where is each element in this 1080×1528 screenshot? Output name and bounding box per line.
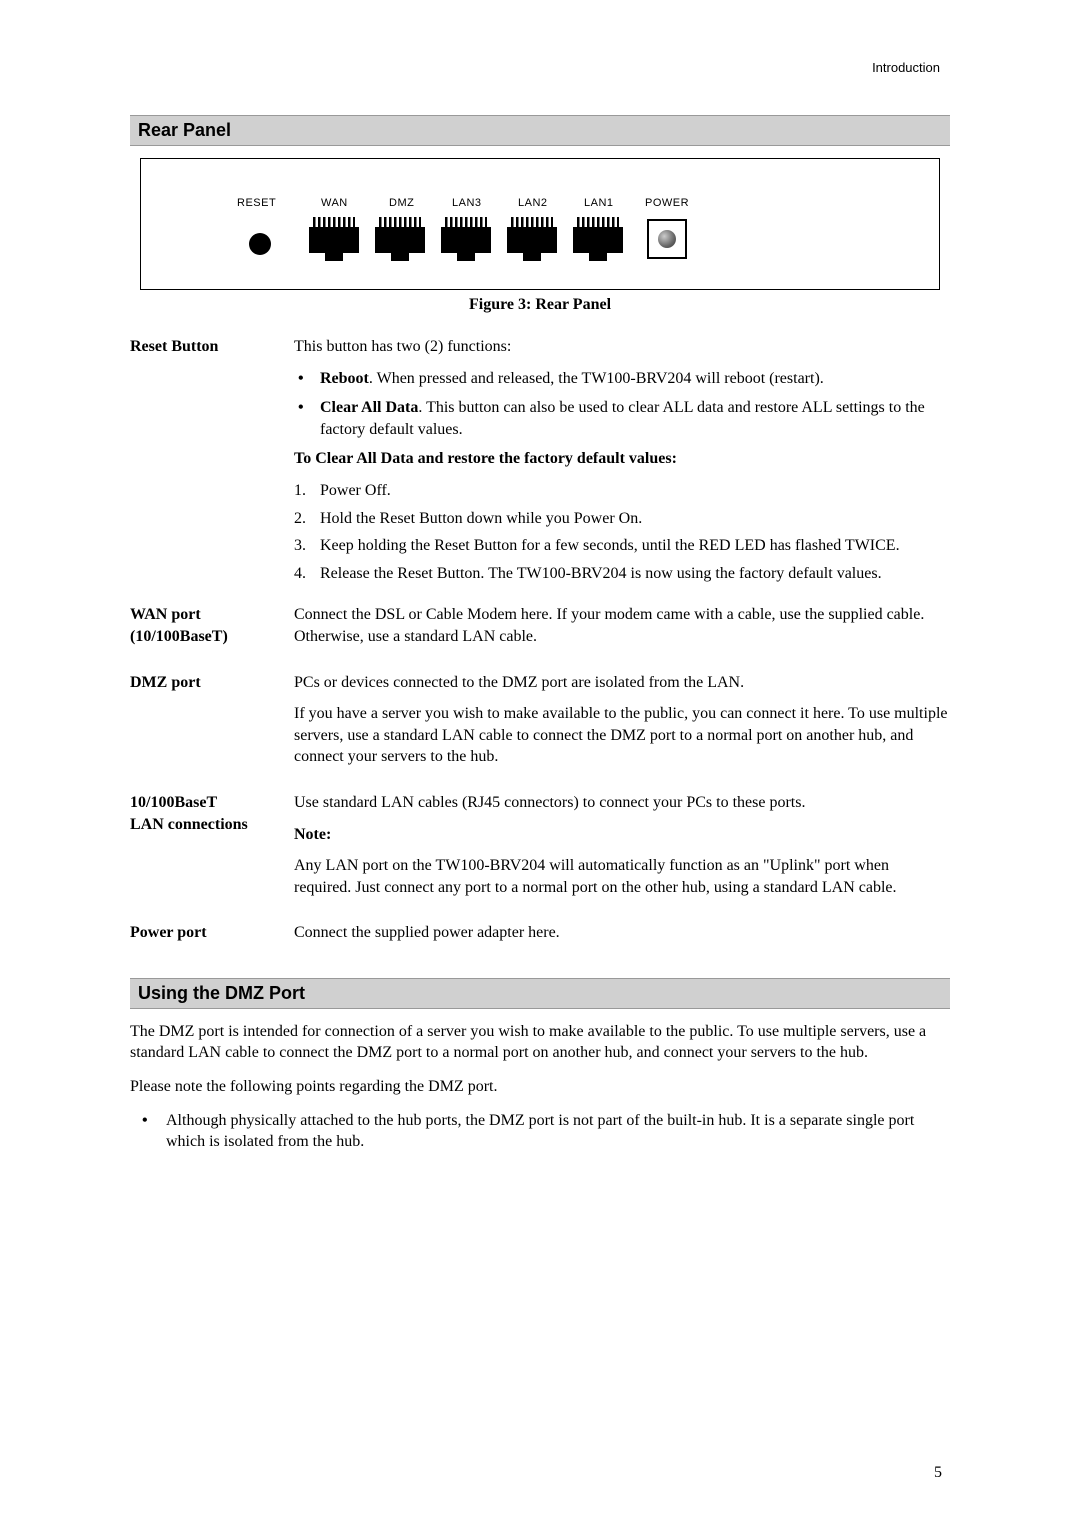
wan-text: Connect the DSL or Cable Modem here. If …: [294, 604, 950, 647]
lan-p1: Use standard LAN cables (RJ45 connectors…: [294, 792, 950, 814]
def-term-lan: 10/100BaseT LAN connections: [130, 792, 294, 908]
list-item: Keep holding the Reset Button for a few …: [294, 535, 950, 557]
term-line: WAN port: [130, 606, 201, 623]
def-power: Power port Connect the supplied power ad…: [130, 922, 950, 954]
dmz-bullets: Although physically attached to the hub …: [130, 1110, 950, 1153]
def-body-power: Connect the supplied power adapter here.: [294, 922, 950, 954]
list-item: Although physically attached to the hub …: [130, 1110, 950, 1153]
term-line: 10/100BaseT: [130, 794, 217, 811]
wan-port-icon: [309, 217, 359, 261]
term-line: LAN connections: [130, 816, 248, 833]
dmz-intro-p1: The DMZ port is intended for connection …: [130, 1021, 950, 1064]
chapter-label: Introduction: [130, 60, 950, 75]
reset-bullets: Reboot. When pressed and released, the T…: [294, 368, 950, 441]
label-lan2: LAN2: [518, 197, 548, 209]
def-body-reset: This button has two (2) functions: Reboo…: [294, 336, 950, 590]
def-body-lan: Use standard LAN cables (RJ45 connectors…: [294, 792, 950, 908]
def-body-wan: Connect the DSL or Cable Modem here. If …: [294, 604, 950, 657]
term-line: (10/100BaseT): [130, 628, 228, 645]
list-item: Reboot. When pressed and released, the T…: [294, 368, 950, 390]
def-lan: 10/100BaseT LAN connections Use standard…: [130, 792, 950, 908]
dmz-port-icon: [375, 217, 425, 261]
label-reset: RESET: [237, 197, 276, 209]
bullet-lead: Clear All Data: [320, 399, 418, 416]
dmz-p1: PCs or devices connected to the DMZ port…: [294, 672, 950, 694]
label-wan: WAN: [321, 197, 348, 209]
def-reset: Reset Button This button has two (2) fun…: [130, 336, 950, 590]
label-lan1: LAN1: [584, 197, 614, 209]
lan3-port-icon: [441, 217, 491, 261]
def-dmz: DMZ port PCs or devices connected to the…: [130, 672, 950, 778]
label-lan3: LAN3: [452, 197, 482, 209]
label-power: POWER: [645, 197, 689, 209]
procedure-steps: Power Off. Hold the Reset Button down wh…: [294, 480, 950, 584]
bullet-lead: Reboot: [320, 370, 369, 387]
def-term-power: Power port: [130, 922, 294, 954]
procedure-title: To Clear All Data and restore the factor…: [294, 448, 950, 470]
def-body-dmz: PCs or devices connected to the DMZ port…: [294, 672, 950, 778]
section-heading-rear-panel: Rear Panel: [130, 115, 950, 146]
def-wan: WAN port (10/100BaseT) Connect the DSL o…: [130, 604, 950, 657]
power-jack-icon: [647, 219, 687, 259]
dmz-p2: If you have a server you wish to make av…: [294, 703, 950, 768]
list-item: Hold the Reset Button down while you Pow…: [294, 508, 950, 530]
reset-intro: This button has two (2) functions:: [294, 336, 950, 358]
section-heading-dmz: Using the DMZ Port: [130, 978, 950, 1009]
label-dmz: DMZ: [389, 197, 414, 209]
power-text: Connect the supplied power adapter here.: [294, 922, 950, 944]
page: Introduction Rear Panel RESET WAN DMZ LA…: [0, 0, 1080, 1201]
def-term-dmz: DMZ port: [130, 672, 294, 778]
list-item: Release the Reset Button. The TW100-BRV2…: [294, 563, 950, 585]
list-item: Clear All Data. This button can also be …: [294, 397, 950, 440]
page-number: 5: [934, 1464, 942, 1482]
lan1-port-icon: [573, 217, 623, 261]
bullet-text: . When pressed and released, the TW100-B…: [369, 370, 824, 387]
lan-note-text: Any LAN port on the TW100-BRV204 will au…: [294, 855, 950, 898]
rear-panel-figure: RESET WAN DMZ LAN3 LAN2 LAN1 POWER: [140, 158, 940, 290]
def-term-wan: WAN port (10/100BaseT): [130, 604, 294, 657]
reset-button-icon: [249, 233, 271, 255]
lan-note-label: Note:: [294, 824, 950, 846]
figure-caption: Figure 3: Rear Panel: [130, 296, 950, 314]
lan2-port-icon: [507, 217, 557, 261]
list-item: Power Off.: [294, 480, 950, 502]
dmz-intro-p2: Please note the following points regardi…: [130, 1076, 950, 1098]
def-term-reset: Reset Button: [130, 336, 294, 590]
